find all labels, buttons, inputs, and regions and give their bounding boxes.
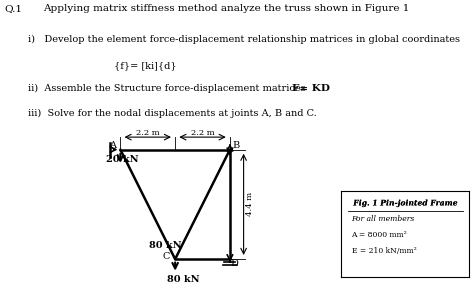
Text: C: C [162, 252, 170, 261]
Text: A = 8000 mm²: A = 8000 mm² [352, 231, 407, 240]
Text: E = 210 kN/mm²: E = 210 kN/mm² [352, 247, 416, 255]
Text: Q.1: Q.1 [5, 4, 23, 13]
Text: ii)  Assemble the Structure force-displacement matrices: ii) Assemble the Structure force-displac… [28, 84, 309, 93]
Text: 2.2 m: 2.2 m [136, 129, 160, 137]
Text: A: A [109, 141, 116, 150]
Text: B: B [233, 141, 240, 150]
Text: 2.2 m: 2.2 m [191, 129, 214, 137]
Text: 80 kN: 80 kN [167, 275, 200, 284]
Text: iii)  Solve for the nodal displacements at joints A, B and C.: iii) Solve for the nodal displacements a… [28, 109, 317, 118]
Text: D: D [230, 259, 238, 268]
Text: 80 kN: 80 kN [149, 241, 182, 250]
Text: For all members: For all members [352, 215, 415, 223]
Text: Applying matrix stiffness method analyze the truss shown in Figure 1: Applying matrix stiffness method analyze… [43, 4, 409, 13]
Text: F= KD: F= KD [292, 84, 329, 93]
Text: Fig. 1 Pin-jointed Frame: Fig. 1 Pin-jointed Frame [353, 199, 457, 208]
Text: 4.4 m: 4.4 m [246, 192, 254, 216]
Text: {f}= [ki]{d}: {f}= [ki]{d} [114, 61, 176, 70]
Text: i)   Develop the element force-displacement relationship matrices in global coor: i) Develop the element force-displacemen… [28, 35, 460, 44]
Text: 20 kN: 20 kN [106, 155, 138, 164]
